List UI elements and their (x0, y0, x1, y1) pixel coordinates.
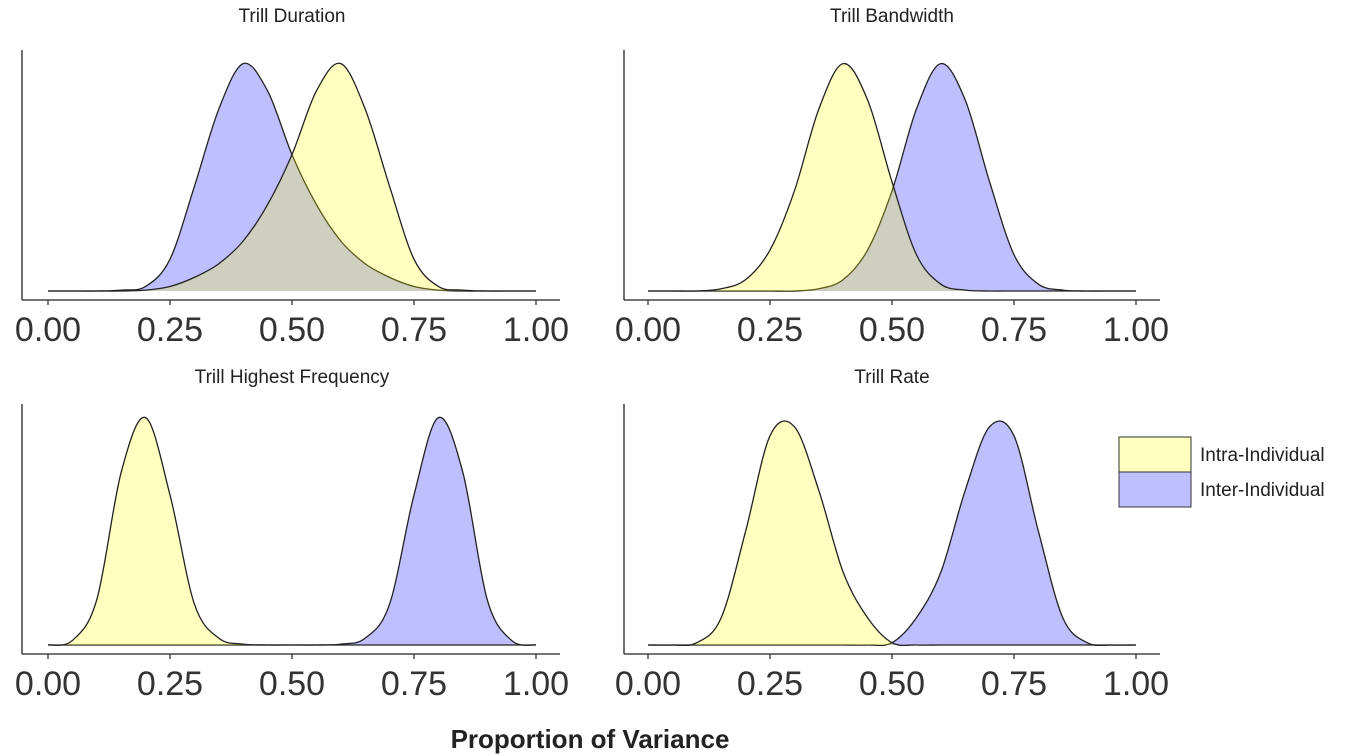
x-tick-label: 0.75 (981, 665, 1047, 703)
x-tick-label: 0.00 (615, 311, 681, 349)
x-tick-label: 0.75 (381, 311, 447, 349)
density-area (648, 63, 1136, 292)
x-tick-label: 0.75 (381, 665, 447, 703)
x-tick-label: 0.25 (737, 665, 803, 703)
legend-label: Intra-Individual (1200, 445, 1325, 466)
legend-swatch (1119, 437, 1191, 472)
density-area (648, 63, 1136, 292)
density-area (648, 420, 1136, 646)
density-line (47, 62, 536, 292)
density-line (647, 62, 1136, 292)
density-line (47, 416, 536, 646)
x-tick-label: 0.00 (15, 665, 81, 703)
x-tick-label: 1.00 (1103, 311, 1169, 349)
density-area (648, 420, 1136, 646)
x-tick-label: 0.50 (259, 311, 325, 349)
density-line (647, 62, 1136, 292)
x-tick-label: 0.75 (981, 311, 1047, 349)
x-tick-label: 0.25 (137, 665, 203, 703)
x-tick-label: 0.00 (615, 665, 681, 703)
x-tick-label: 0.50 (859, 665, 925, 703)
density-line (648, 420, 1137, 647)
panel-title: Trill Duration (239, 6, 346, 27)
legend-swatch (1118, 436, 1192, 473)
x-tick-label: 0.25 (737, 311, 803, 349)
density-line (47, 62, 536, 292)
x-tick-label: 1.00 (503, 665, 569, 703)
x-tick-label: 0.50 (259, 665, 325, 703)
density-line (647, 420, 1136, 647)
panel-title: Trill Highest Frequency (195, 367, 390, 388)
x-tick-label: 1.00 (503, 311, 569, 349)
density-area (48, 63, 536, 292)
x-axis-label: Proportion of Variance (451, 724, 730, 754)
x-tick-label: 0.00 (15, 311, 81, 349)
x-tick-label: 1.00 (1103, 665, 1169, 703)
density-area (48, 417, 536, 646)
legend-swatch (1118, 471, 1192, 508)
panel-title: Trill Bandwidth (830, 6, 954, 27)
x-tick-label: 0.50 (859, 311, 925, 349)
panel-title: Trill Rate (854, 367, 929, 388)
x-tick-label: 0.25 (137, 311, 203, 349)
legend-swatch (1119, 472, 1191, 507)
legend-label: Inter-Individual (1200, 480, 1325, 501)
density-area (48, 417, 536, 646)
density-area (48, 63, 536, 292)
